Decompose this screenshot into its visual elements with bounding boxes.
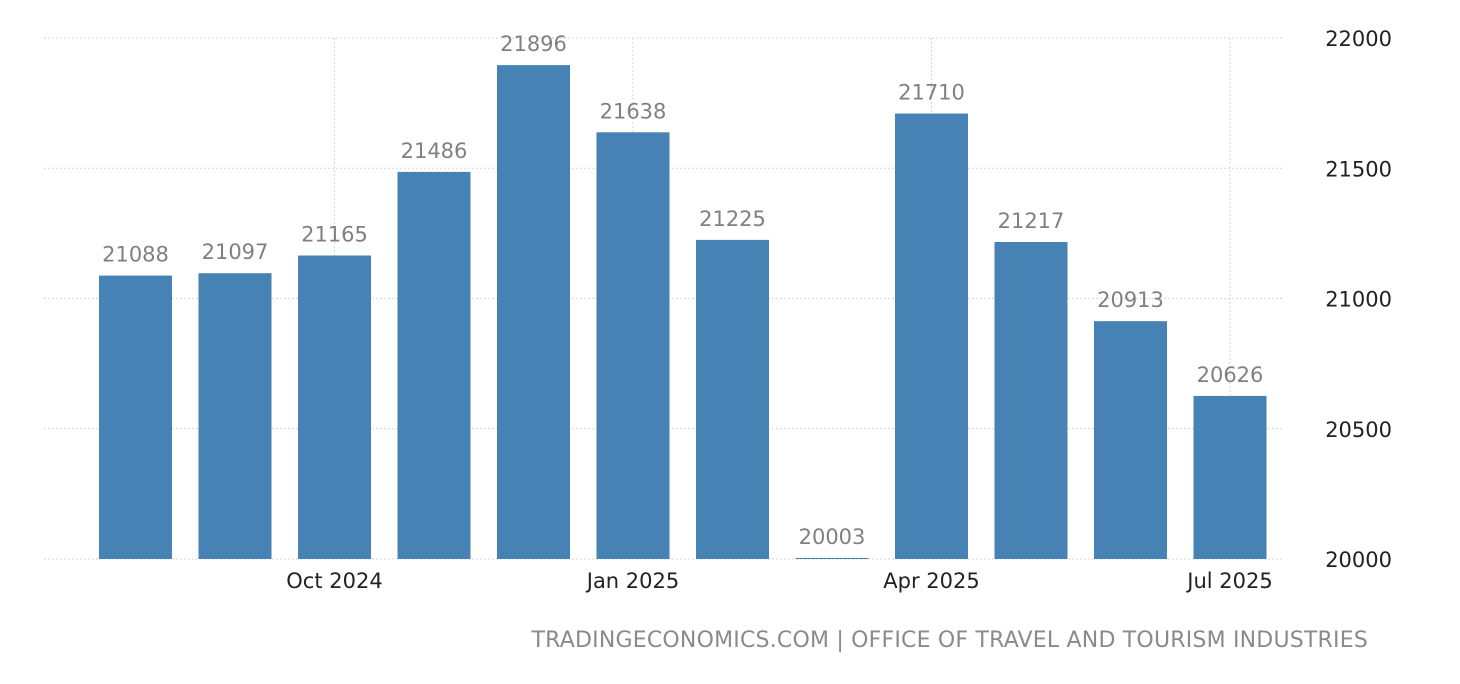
bar bbox=[795, 558, 869, 559]
bar bbox=[1193, 395, 1267, 559]
bar bbox=[994, 241, 1068, 559]
bar-value-label: 21638 bbox=[600, 99, 667, 123]
y-axis: 20000 20500 21000 21500 22000 bbox=[1325, 27, 1392, 572]
bar bbox=[397, 171, 471, 559]
bars-layer bbox=[99, 65, 1267, 560]
source-attribution: TRADINGECONOMICS.COM | OFFICE OF TRAVEL … bbox=[531, 628, 1368, 653]
bar-value-label: 20913 bbox=[1097, 288, 1164, 312]
bar-value-label: 21165 bbox=[301, 223, 368, 247]
bar bbox=[497, 65, 570, 559]
bar bbox=[895, 113, 968, 560]
value-labels-layer: 21088 21097 21165 21486 21896 21638 21225 20003… bbox=[102, 32, 1263, 549]
x-tick-label: Oct 2024 bbox=[286, 569, 382, 593]
bar bbox=[596, 132, 670, 559]
x-tick-label: Apr 2025 bbox=[883, 569, 979, 593]
y-tick-label: 20500 bbox=[1325, 418, 1392, 442]
bar-value-label: 21097 bbox=[202, 240, 269, 264]
bar bbox=[696, 239, 769, 559]
bar-value-label: 21225 bbox=[699, 207, 766, 231]
x-axis: Oct 2024 Jan 2025 Apr 2025 Jul 2025 bbox=[286, 569, 1272, 593]
bar-value-label: 21088 bbox=[102, 243, 169, 267]
y-tick-label: 22000 bbox=[1325, 27, 1392, 51]
bar-value-label: 21710 bbox=[898, 81, 965, 105]
bar bbox=[298, 255, 371, 559]
bar-value-label: 20626 bbox=[1197, 363, 1264, 387]
bar-value-label: 21896 bbox=[500, 32, 567, 56]
bar bbox=[99, 275, 172, 559]
bar-value-label: 21217 bbox=[998, 209, 1065, 233]
y-tick-label: 21000 bbox=[1325, 288, 1392, 312]
x-tick-label: Jul 2025 bbox=[1185, 569, 1272, 593]
bar bbox=[1094, 321, 1167, 559]
bar-value-label: 20003 bbox=[799, 525, 866, 549]
x-tick-label: Jan 2025 bbox=[585, 569, 680, 593]
bar bbox=[198, 273, 272, 559]
bar-value-label: 21486 bbox=[401, 139, 468, 163]
y-tick-label: 21500 bbox=[1325, 157, 1392, 181]
y-tick-label: 20000 bbox=[1325, 548, 1392, 572]
